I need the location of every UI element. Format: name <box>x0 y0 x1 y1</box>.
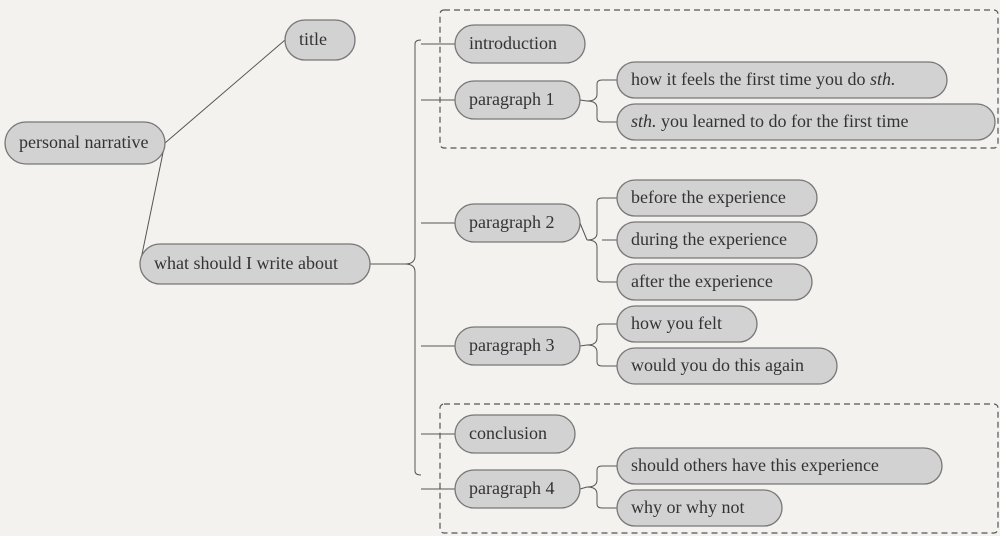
node-p3b: would you do this again <box>617 348 837 384</box>
node-label: introduction <box>469 33 557 53</box>
node-label: before the experience <box>631 187 786 207</box>
node-p4: paragraph 4 <box>455 470 580 508</box>
node-p2c: after the experience <box>617 264 812 300</box>
node-label: paragraph 3 <box>469 335 554 355</box>
node-label: personal narrative <box>19 132 148 152</box>
node-root: personal narrative <box>5 122 165 164</box>
node-p4a: should others have this experience <box>617 448 942 484</box>
node-label: paragraph 1 <box>469 89 554 109</box>
node-p4b: why or why not <box>617 490 782 526</box>
node-what: what should I write about <box>140 244 370 284</box>
node-p2a: before the experience <box>617 180 817 216</box>
node-p2b: during the experience <box>617 222 817 258</box>
node-label: conclusion <box>469 423 547 443</box>
diagram-canvas: personal narrative title what should I wri… <box>0 0 1000 536</box>
node-p1b: sth. you learned to do for the first tim… <box>617 104 995 140</box>
node-p3a: how you felt <box>617 306 757 342</box>
node-label: what should I write about <box>154 253 338 273</box>
node-title: title <box>285 20 355 60</box>
node-label: paragraph 4 <box>469 478 554 498</box>
node-p3: paragraph 3 <box>455 327 580 365</box>
node-label: during the experience <box>631 229 787 249</box>
node-label: should others have this experience <box>631 455 879 475</box>
node-label: why or why not <box>631 497 745 517</box>
node-label: paragraph 2 <box>469 212 554 232</box>
node-label: after the experience <box>631 271 773 291</box>
node-label: how it feels the first time you do sth. <box>631 69 895 89</box>
node-label: how you felt <box>631 313 722 333</box>
node-label: title <box>299 29 327 49</box>
node-p2: paragraph 2 <box>455 204 580 242</box>
node-label: sth. you learned to do for the first tim… <box>631 111 908 131</box>
node-label: would you do this again <box>631 355 804 375</box>
node-concl: conclusion <box>455 415 575 453</box>
node-p1a: how it feels the first time you do sth. <box>617 62 947 98</box>
node-p1: paragraph 1 <box>455 81 580 119</box>
node-intro: introduction <box>455 25 585 63</box>
